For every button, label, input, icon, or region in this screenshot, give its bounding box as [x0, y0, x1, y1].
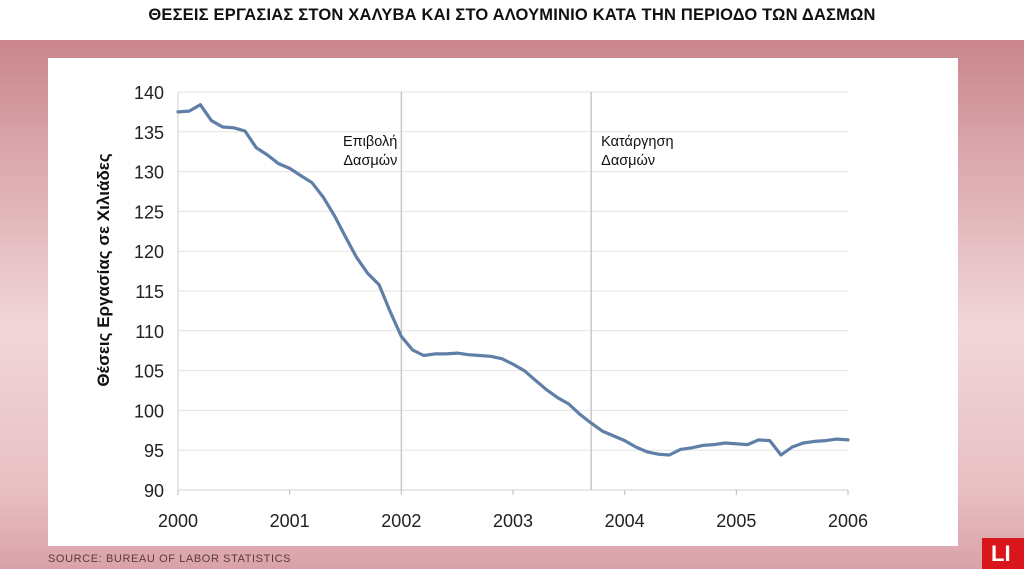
annotation-text: Δασμών — [343, 153, 397, 169]
y-tick-label: 105 — [134, 362, 164, 382]
y-tick-label: 115 — [135, 282, 164, 302]
x-tick-label: 2000 — [158, 511, 198, 531]
y-tick-label: 120 — [134, 242, 164, 262]
x-tick-label: 2002 — [381, 511, 421, 531]
brand-logo: LI — [982, 538, 1024, 569]
y-tick-label: 130 — [134, 163, 164, 183]
y-axis-label: Θέσεις Εργασίας σε Χιλιάδες — [94, 153, 113, 386]
plot-panel — [48, 58, 958, 546]
annotation-text: Επιβολή — [343, 134, 397, 150]
y-tick-label: 110 — [135, 322, 164, 342]
grid-lines — [178, 91, 848, 491]
series-line — [176, 103, 850, 457]
y-tick-label: 125 — [134, 202, 164, 222]
annotation-text: Κατάργηση — [601, 134, 673, 150]
x-tick-label: 2001 — [270, 511, 310, 531]
x-tick-label: 2006 — [828, 511, 868, 531]
x-tick-label: 2003 — [493, 511, 533, 531]
y-tick-label: 90 — [144, 481, 164, 501]
annotations: Επιβολή Δασμών Κατάργηση Δασμών — [343, 134, 674, 169]
x-tick-label: 2004 — [605, 511, 645, 531]
y-tick-labels: 90 95 100 105 110 115 120 125 130 135 140 — [134, 83, 164, 501]
x-tick-label: 2005 — [716, 511, 756, 531]
y-tick-label: 135 — [134, 123, 164, 143]
chart-title: ΘΕΣΕΙΣ ΕΡΓΑΣΙΑΣ ΣΤΟΝ ΧΑΛΥΒΑ ΚΑΙ ΣΤΟ ΑΛΟΥ… — [148, 6, 876, 24]
annotation-text: Δασμών — [601, 153, 655, 169]
y-tick-label: 95 — [144, 441, 164, 461]
y-tick-label: 140 — [134, 83, 164, 103]
x-tick-labels: 2000 2001 2002 2003 2004 2005 2006 — [158, 490, 868, 531]
series-group — [176, 103, 850, 457]
y-tick-label: 100 — [134, 401, 164, 421]
source-note: SOURCE: BUREAU OF LABOR STATISTICS — [48, 553, 292, 565]
